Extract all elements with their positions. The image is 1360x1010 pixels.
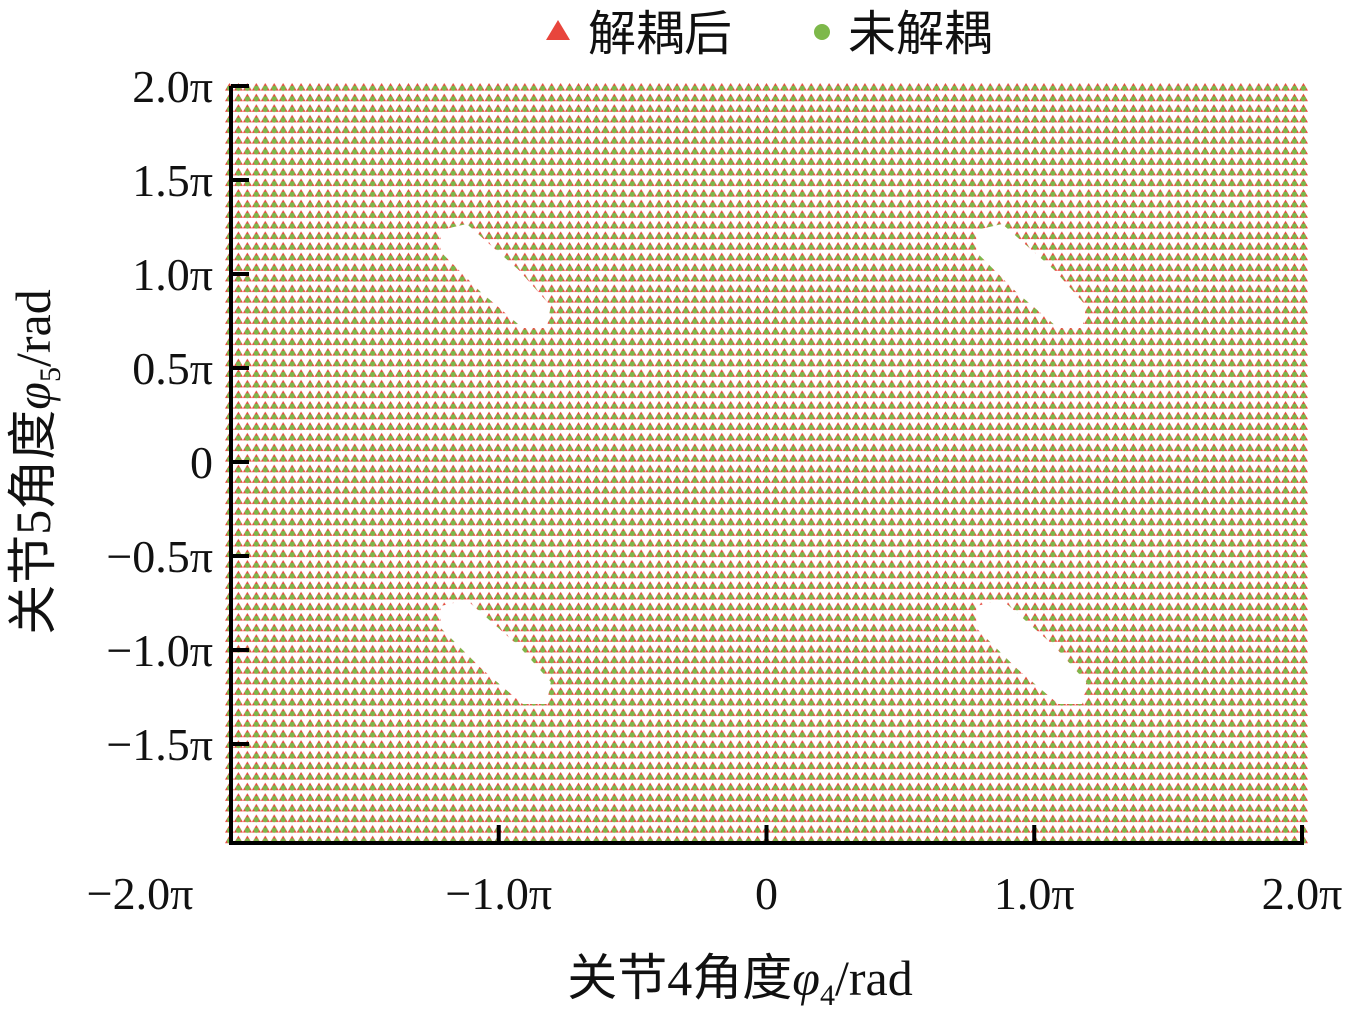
y-tick-label: −0.5π bbox=[106, 531, 213, 582]
x-tick-label: −2.0π bbox=[87, 868, 194, 919]
unreachable-region-shape bbox=[976, 224, 1087, 328]
unreachable-region bbox=[440, 224, 551, 328]
unreachable-region-shape bbox=[440, 600, 551, 704]
marker-field bbox=[225, 83, 1308, 845]
y-tick-label: −1.5π bbox=[106, 719, 213, 770]
y-tick-label: 0.5π bbox=[132, 343, 213, 394]
unreachable-region-shape bbox=[440, 224, 551, 328]
y-tick-label: −1.0π bbox=[106, 625, 213, 676]
x-axis-label: 关节4角度φ4/rad bbox=[567, 950, 912, 1010]
unreachable-region bbox=[976, 600, 1087, 704]
x-tick-label: −1.0π bbox=[445, 868, 552, 919]
y-tick-label: 2.0π bbox=[132, 61, 213, 112]
legend-marker-circle bbox=[814, 24, 830, 40]
x-tick-label: 1.0π bbox=[994, 868, 1075, 919]
legend-label-not-decoupled: 未解耦 bbox=[848, 6, 992, 62]
x-tick-label: 2.0π bbox=[1262, 868, 1343, 919]
y-tick-label: 1.0π bbox=[132, 249, 213, 300]
unreachable-regions bbox=[440, 224, 1087, 704]
legend: 解耦后 未解耦 bbox=[546, 6, 992, 62]
y-tick-label: 1.5π bbox=[132, 155, 213, 206]
plot-area bbox=[225, 83, 1308, 845]
x-tick-label: 0 bbox=[755, 868, 778, 919]
legend-marker-triangle bbox=[546, 20, 570, 40]
legend-label-decoupled: 解耦后 bbox=[588, 6, 732, 62]
unreachable-region bbox=[976, 224, 1087, 328]
y-axis-label: 关节5角度φ5/rad bbox=[5, 289, 67, 634]
unreachable-region-shape bbox=[976, 600, 1087, 704]
y-axis-ticks: 2.0π 1.5π 1.0π 0.5π 0 −0.5π −1.0π −1.5π bbox=[106, 61, 249, 770]
unreachable-region bbox=[440, 600, 551, 704]
x-axis-ticks: −2.0π −1.0π 0 1.0π 2.0π bbox=[87, 825, 1343, 919]
y-tick-label: 0 bbox=[190, 437, 213, 488]
